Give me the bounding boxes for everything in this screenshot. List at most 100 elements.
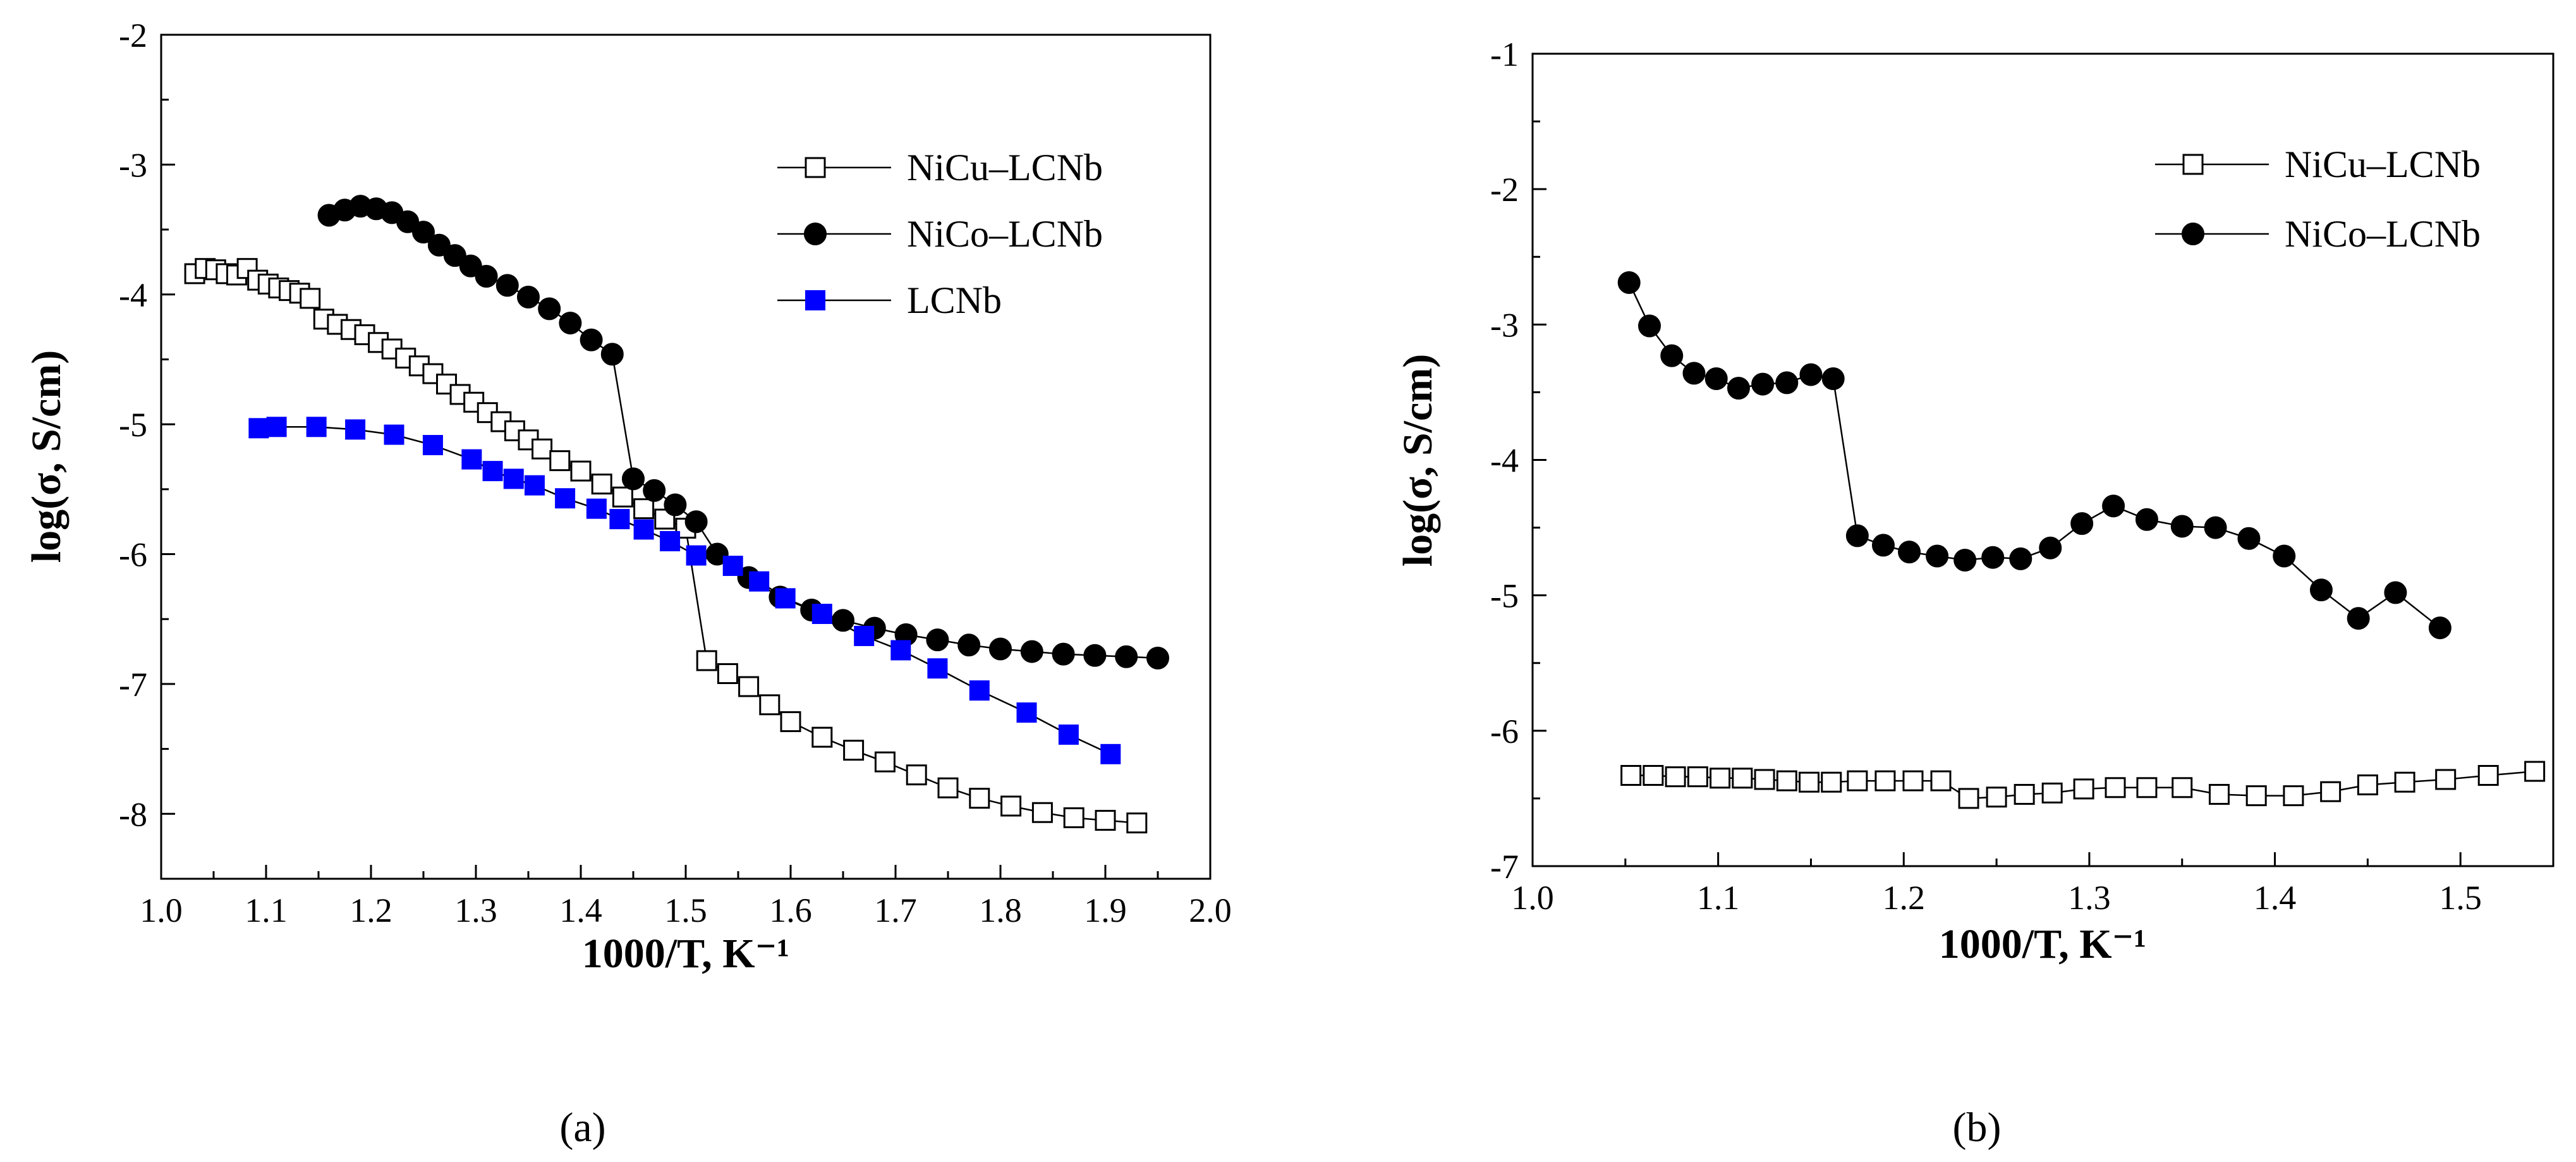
- data-point: [1930, 770, 1952, 792]
- data-point: [1643, 765, 1664, 786]
- series-NiCo–LCNb: [1617, 271, 2451, 640]
- legend-label: NiCu–LCNb: [907, 147, 1103, 188]
- y-axis-label: log(σ, S/cm): [23, 350, 70, 563]
- data-point: [1754, 769, 1775, 790]
- data-point: [2204, 516, 2227, 539]
- legend-entry: NiCu–LCNb: [2155, 144, 2481, 185]
- x-tick-label: 1.0: [1511, 879, 1554, 917]
- legend-entry: NiCo–LCNb: [2155, 213, 2481, 255]
- data-point: [1031, 802, 1053, 823]
- data-point: [660, 531, 681, 551]
- data-point: [600, 343, 624, 366]
- data-point: [1146, 646, 1169, 670]
- series-line: [1628, 282, 2441, 629]
- data-point: [1620, 765, 1642, 786]
- y-tick-label: -7: [119, 666, 147, 704]
- data-point: [538, 297, 561, 321]
- data-point: [2394, 771, 2415, 793]
- data-point: [1799, 771, 1820, 793]
- data-point: [1926, 544, 1949, 568]
- legend-label: NiCo–LCNb: [2285, 213, 2481, 255]
- data-point: [422, 435, 443, 456]
- data-point: [1710, 768, 1731, 789]
- legend-marker: [804, 223, 827, 245]
- x-tick-label: 1.8: [979, 891, 1022, 929]
- x-tick-label: 1.2: [1883, 879, 1926, 917]
- series-NiCu–LCNb: [1620, 761, 2546, 809]
- data-point: [989, 637, 1012, 661]
- data-point: [722, 556, 743, 577]
- x-tick-label: 1.7: [874, 891, 917, 929]
- data-point: [1617, 271, 1641, 294]
- data-point: [1682, 362, 1706, 385]
- y-tick-label: -2: [1490, 171, 1519, 209]
- data-point: [1845, 524, 1869, 547]
- data-point: [2477, 765, 2499, 786]
- data-point: [443, 244, 466, 267]
- series-NiCu–LCNb: [184, 258, 1148, 834]
- y-axis-label: log(σ, S/cm): [1395, 354, 1441, 567]
- y-tick-label: -5: [119, 406, 147, 444]
- data-point: [2041, 782, 2063, 804]
- data-point: [1637, 314, 1661, 338]
- data-point: [686, 545, 707, 566]
- data-point: [2208, 783, 2230, 805]
- data-point: [1020, 640, 1043, 663]
- data-point: [696, 650, 717, 671]
- data-point: [1727, 376, 1750, 400]
- data-point: [1775, 371, 1799, 394]
- data-point: [384, 424, 404, 445]
- legend-entry: NiCu–LCNb: [777, 147, 1103, 188]
- data-point: [2170, 515, 2194, 538]
- data-point: [2136, 777, 2158, 798]
- data-point: [749, 571, 770, 592]
- data-point: [957, 633, 981, 657]
- data-point: [555, 488, 576, 509]
- data-point: [482, 461, 503, 482]
- data-point: [2073, 778, 2094, 800]
- data-point: [890, 640, 911, 661]
- legend-label: LCNb: [907, 279, 1002, 321]
- data-point: [591, 474, 612, 495]
- data-point: [2524, 761, 2546, 782]
- panel-label: (b): [1953, 1104, 2002, 1151]
- data-point: [1958, 788, 1979, 809]
- y-tick-label: -1: [1490, 35, 1519, 73]
- data-point: [926, 628, 949, 652]
- data-point: [775, 588, 796, 609]
- x-axis-label: 1000/T, K⁻¹: [1939, 921, 2146, 967]
- data-point: [2320, 781, 2342, 802]
- x-tick-label: 1.5: [2439, 879, 2482, 917]
- data-point: [1821, 367, 1845, 390]
- data-point: [906, 764, 927, 786]
- legend-marker: [805, 290, 825, 310]
- data-point: [1115, 645, 1138, 668]
- data-point: [609, 509, 630, 530]
- data-point: [2105, 777, 2126, 798]
- y-tick-label: -6: [119, 536, 147, 574]
- legend-label: NiCo–LCNb: [907, 213, 1103, 255]
- data-point: [874, 751, 896, 773]
- series-LCNb: [248, 417, 1121, 764]
- data-point: [345, 419, 366, 440]
- data-point: [1665, 766, 1686, 788]
- data-point: [1799, 363, 1823, 386]
- data-point: [1660, 344, 1684, 367]
- x-tick-label: 1.5: [664, 891, 707, 929]
- series-NiCo–LCNb: [317, 195, 1169, 670]
- series-line: [329, 205, 1158, 659]
- y-tick-label: -2: [119, 16, 147, 54]
- data-point: [532, 438, 553, 460]
- data-point: [266, 417, 287, 437]
- data-point: [2357, 774, 2378, 795]
- data-point: [2070, 512, 2094, 535]
- data-point: [524, 475, 545, 496]
- data-point: [2009, 547, 2032, 570]
- x-axis-label: 1000/T, K⁻¹: [582, 931, 789, 977]
- data-point: [1847, 770, 1868, 792]
- legend-marker: [2182, 154, 2204, 175]
- data-point: [2428, 616, 2451, 640]
- data-point: [2283, 785, 2304, 807]
- data-point: [2014, 783, 2035, 805]
